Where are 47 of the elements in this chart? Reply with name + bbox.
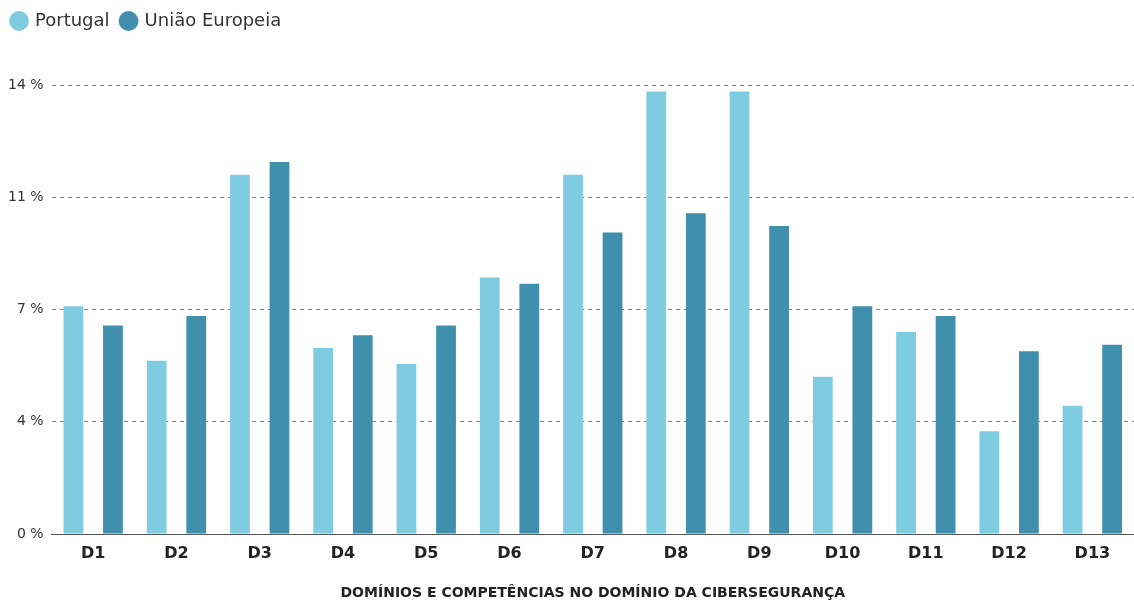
x-tick-label: D5 [414,542,439,562]
x-tick-label: D10 [824,542,861,562]
bar [103,325,123,534]
bar [646,91,667,534]
bar [352,335,373,534]
bar [1102,344,1123,534]
bar [935,315,956,534]
x-tick-label: D1 [80,542,106,562]
bar [269,161,290,534]
bar [812,376,833,534]
bar [729,91,750,534]
bar [1018,351,1039,534]
y-tick-label: 7 % [16,300,44,317]
x-tick-label: D13 [1074,542,1111,562]
x-tick-label: D11 [908,542,944,562]
x-tick-label: D8 [663,542,689,562]
bar [1062,405,1083,534]
legend-label: União Europeia [144,8,282,30]
y-tick-label: 14 % [7,75,44,92]
bar [563,174,583,534]
y-tick-label: 4 % [16,412,44,429]
x-tick-label: D7 [580,542,605,562]
legend-label: Portugal [35,8,110,30]
bar [852,306,873,534]
x-tick-label: D3 [247,542,272,562]
bar [396,364,417,534]
bar [230,174,250,534]
x-tick-label: D4 [330,542,356,562]
bar [979,431,1000,534]
bar [685,213,706,534]
bar [63,306,84,534]
y-tick-label: 11 % [7,187,44,204]
bar [186,315,207,534]
x-axis-title: DOMÍNIOS E COMPETÊNCIAS NO DOMÍNIO DA CIBERSEGURANÇA [340,584,846,601]
bar [436,325,456,534]
y-tick-label: 0 % [16,524,44,541]
x-tick-label: D12 [991,542,1027,562]
x-tick-label: D6 [497,542,522,562]
x-tick-label: D2 [164,542,189,562]
bar [602,232,623,534]
bar [519,283,540,534]
bar [313,347,334,534]
x-tick-label: D9 [747,542,772,562]
bar [769,226,789,534]
bar [146,360,167,534]
bar [896,331,916,534]
bar [479,277,500,534]
